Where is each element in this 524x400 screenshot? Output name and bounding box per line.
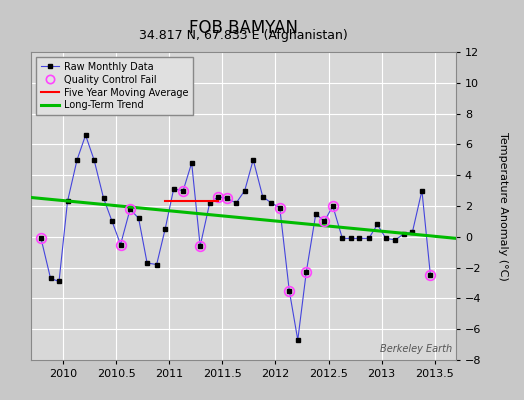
Y-axis label: Temperature Anomaly (°C): Temperature Anomaly (°C) xyxy=(498,132,508,280)
Title: FOB BAMYAN: FOB BAMYAN xyxy=(189,18,298,36)
Legend: Raw Monthly Data, Quality Control Fail, Five Year Moving Average, Long-Term Tren: Raw Monthly Data, Quality Control Fail, … xyxy=(36,57,193,115)
Text: 34.817 N, 67.833 E (Afghanistan): 34.817 N, 67.833 E (Afghanistan) xyxy=(139,29,348,42)
Text: Berkeley Earth: Berkeley Earth xyxy=(379,344,452,354)
